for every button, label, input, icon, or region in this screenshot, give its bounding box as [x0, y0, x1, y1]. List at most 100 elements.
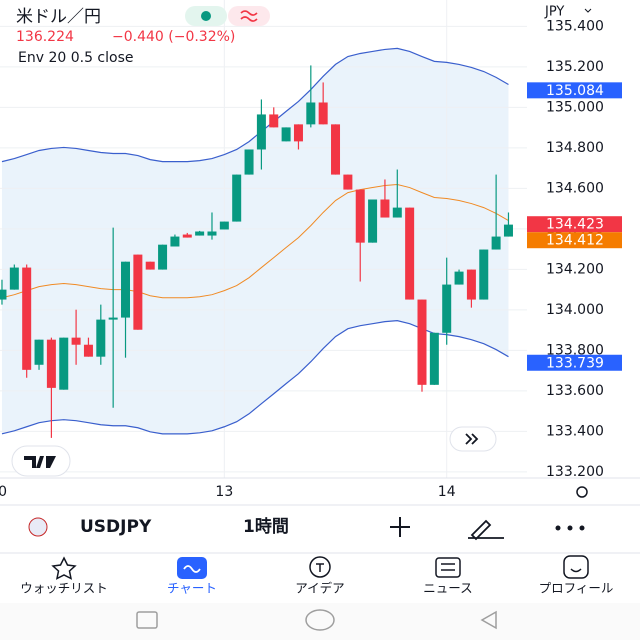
- price-tag-label: 135.084: [546, 83, 604, 99]
- currency[interactable]: JPY: [544, 5, 564, 20]
- candle-body: [108, 317, 118, 320]
- price-tag: [527, 354, 622, 371]
- price-change: −0.440 (−0.32%): [112, 29, 235, 45]
- candle-body: [219, 221, 229, 230]
- system-nav: [0, 603, 640, 640]
- candle-body: [0, 289, 7, 300]
- nav-label[interactable]: ニュース: [423, 581, 472, 596]
- ideas-icon-mark: [316, 563, 324, 572]
- home-button[interactable]: [305, 609, 335, 631]
- candle-body: [429, 332, 439, 385]
- toolbar-interval[interactable]: 1時間: [243, 516, 289, 537]
- toggle-delay[interactable]: [228, 6, 270, 26]
- x-tick-label: 13: [215, 484, 233, 500]
- x-tick-label: 14: [438, 484, 456, 500]
- y-tick-label: 135.200: [546, 59, 604, 75]
- status-dot: [201, 11, 211, 21]
- bottom-nav: ウォッチリスト チャート アイデア ニュース プロフィール: [20, 581, 613, 596]
- candle-body: [293, 124, 303, 142]
- price-tag-label: 133.739: [546, 355, 604, 371]
- price-tag: [527, 82, 622, 99]
- envelope-middle: [1, 184, 509, 299]
- candle-body: [503, 224, 513, 237]
- candle-body: [479, 249, 489, 300]
- candle-body: [22, 267, 32, 370]
- candle-body: [121, 261, 131, 318]
- price-tag: [527, 232, 622, 249]
- price-tag: [527, 216, 622, 233]
- nav-label[interactable]: プロフィール: [539, 581, 614, 596]
- recents-button[interactable]: [136, 611, 158, 629]
- nav-label[interactable]: ウォッチリスト: [20, 581, 108, 596]
- candle-body: [83, 344, 93, 357]
- candle-body: [71, 337, 81, 345]
- symbol-name: 米ドル／円: [16, 7, 101, 27]
- y-tick-label: 134.000: [546, 302, 604, 318]
- ideas-icon[interactable]: [309, 556, 331, 578]
- y-tick-label: 133.400: [546, 423, 604, 439]
- candle-body: [256, 114, 266, 150]
- profile-icon[interactable]: [563, 555, 589, 579]
- draw-icon[interactable]: [468, 519, 504, 541]
- y-tick-label: 133.600: [546, 383, 604, 399]
- price: 136.224: [16, 29, 74, 45]
- candle-body: [269, 114, 279, 128]
- candle-body: [133, 254, 143, 330]
- candle-body: [405, 207, 415, 300]
- candle-body: [442, 284, 452, 333]
- candle-body: [96, 319, 106, 357]
- chevron: [584, 8, 592, 13]
- candle-body: [355, 189, 365, 243]
- back-button[interactable]: [480, 610, 497, 630]
- candle-body: [232, 174, 242, 222]
- watchlist-icon[interactable]: [51, 556, 77, 580]
- toolbar-symbol[interactable]: USDJPY: [80, 517, 152, 537]
- candle-body: [392, 207, 402, 218]
- price-tag-label: 134.412: [546, 233, 604, 249]
- candle-body: [343, 174, 353, 190]
- candle-body: [9, 267, 19, 290]
- y-tick-label: 133.200: [546, 464, 604, 480]
- nav-label[interactable]: チャート: [167, 581, 217, 596]
- candle-body: [34, 339, 44, 365]
- candle-body: [491, 236, 501, 250]
- candle-body: [145, 261, 155, 270]
- envelope-upper: [1, 47, 509, 163]
- candle-body: [368, 199, 378, 243]
- nav-label[interactable]: アイデア: [295, 581, 344, 596]
- double-arrow: [465, 433, 479, 445]
- envelope-fill: [1, 48, 509, 434]
- candle-body: [46, 339, 56, 388]
- y-tick-label: 135.400: [546, 18, 604, 34]
- news-icon[interactable]: [435, 557, 461, 578]
- flag-icon: [28, 517, 48, 537]
- candle-body: [380, 199, 390, 218]
- profile-smile: [570, 568, 582, 573]
- settings-icon[interactable]: [576, 486, 588, 498]
- candle-body: [158, 244, 168, 270]
- candle-body: [182, 234, 192, 238]
- candle-body: [454, 271, 464, 285]
- candle-body: [195, 231, 205, 236]
- news-icon-lines: [441, 563, 455, 571]
- candle-body: [331, 124, 341, 175]
- indicator-label: Env 20 0.5 close: [18, 50, 134, 66]
- scroll-button[interactable]: [449, 426, 497, 452]
- candle-body: [59, 337, 69, 390]
- wave-icon: [240, 10, 258, 22]
- y-tick-label: 134.600: [546, 180, 604, 196]
- more-icon[interactable]: [555, 525, 585, 531]
- price-tag-label: 134.423: [546, 217, 604, 233]
- candle-body: [306, 102, 316, 125]
- y-tick-label: 134.200: [546, 261, 604, 277]
- y-tick-label: 135.000: [546, 99, 604, 115]
- candle-body: [170, 236, 180, 247]
- y-tick-label: 133.800: [546, 342, 604, 358]
- y-tick-label: 134.800: [546, 140, 604, 156]
- logo: [24, 456, 56, 468]
- plot: [0, 0, 527, 478]
- candle-body: [417, 299, 427, 385]
- x-tick-label: :00: [0, 484, 7, 500]
- add-icon[interactable]: [390, 517, 410, 537]
- candle-body: [466, 269, 476, 300]
